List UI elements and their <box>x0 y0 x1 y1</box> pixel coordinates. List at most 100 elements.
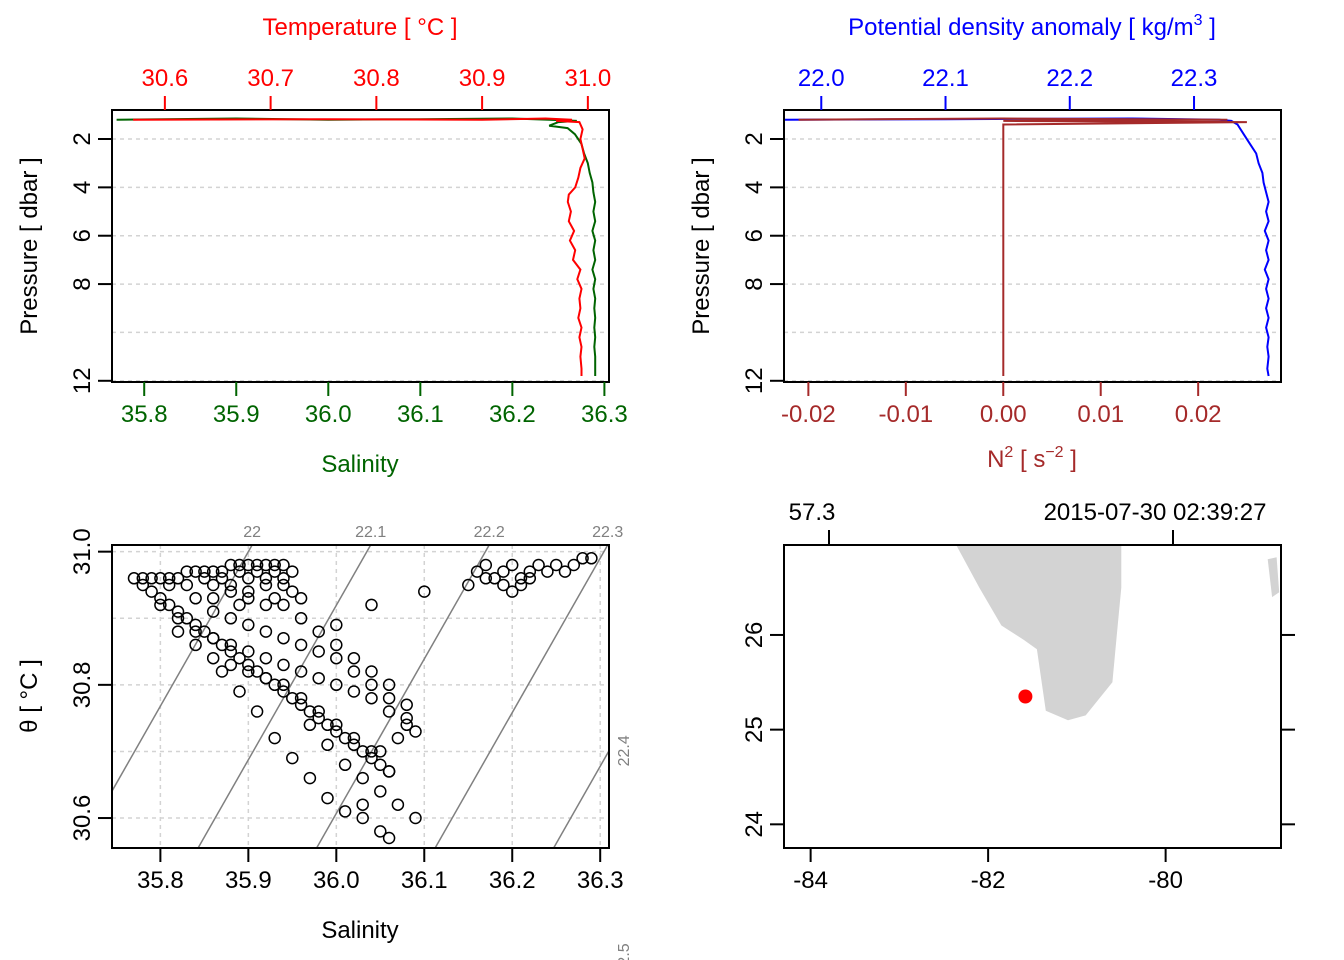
plot-frame <box>111 109 610 383</box>
ts-point <box>224 645 238 658</box>
isopycnal-labels: 22 22.1 22.2 22.3 22.4 22.5 <box>243 524 633 960</box>
ts-point <box>514 578 528 592</box>
tick-label: 36.0 <box>313 867 360 894</box>
tick-label: 26 <box>741 622 768 649</box>
ts-point <box>277 598 290 612</box>
map-frame <box>783 544 1282 849</box>
ts-point <box>382 765 396 778</box>
ts-point <box>374 825 387 838</box>
isopycnal-label: 22.1 <box>355 524 386 541</box>
ts-point <box>242 592 255 605</box>
ts-point <box>497 565 510 578</box>
ts-point <box>409 725 422 738</box>
ts-point <box>171 572 185 585</box>
ts-point <box>479 558 493 572</box>
ts-point <box>303 718 317 732</box>
tick-label: 6 <box>69 229 96 242</box>
ts-point <box>312 625 325 638</box>
ts-point <box>294 592 308 605</box>
profile-lines <box>116 117 597 376</box>
ts-point <box>356 811 369 825</box>
ts-point <box>189 618 202 632</box>
ts-point <box>233 565 246 578</box>
ts-point <box>162 578 176 592</box>
ts-point <box>233 558 246 572</box>
ts-point <box>206 651 220 665</box>
ts-point <box>470 565 484 578</box>
salinity-axis: 35.8 35.9 36.0 36.1 36.2 36.3 <box>121 382 628 428</box>
ts-point <box>312 711 325 725</box>
ts-point <box>180 612 194 625</box>
tick-label: 30.9 <box>459 65 506 92</box>
ts-point <box>321 718 334 732</box>
ts-point <box>224 612 238 625</box>
ts-point <box>233 685 246 698</box>
ts-point <box>215 638 229 652</box>
panel-ts-profile: 30.6 30.7 30.8 30.9 31.0 35.8 35.9 36.0 36.1 36.… <box>16 14 628 478</box>
ts-point <box>242 558 255 572</box>
density-axis-title: Potential density anomaly [ kg/m3 ] <box>848 12 1216 41</box>
ts-point <box>268 592 281 605</box>
ts-point <box>294 665 308 678</box>
ts-point <box>145 585 158 598</box>
ts-point <box>400 718 413 732</box>
ts-point <box>391 798 405 811</box>
pressure-axis: 2 4 6 8 12 <box>741 132 784 394</box>
isopycnal-line <box>112 545 254 793</box>
ts-point <box>479 572 493 585</box>
isopycnal-label: 22.4 <box>616 735 633 766</box>
ts-point <box>215 665 229 678</box>
ts-point <box>206 578 220 592</box>
ts-point <box>338 805 352 818</box>
pressure-axis-title: Pressure [ dbar ] <box>16 157 43 334</box>
station-depth-label: 57.3 <box>789 499 836 526</box>
ts-point <box>365 745 378 758</box>
ts-point <box>330 725 343 738</box>
tick-label: 4 <box>69 181 96 194</box>
ts-point <box>505 585 519 598</box>
ts-point <box>321 791 334 805</box>
ts-point <box>505 558 519 572</box>
ts-point <box>189 625 202 638</box>
coastline <box>956 545 1280 721</box>
ts-point <box>347 685 361 698</box>
ts-point <box>259 578 273 592</box>
ts-point <box>224 658 238 672</box>
theta-axis-title: θ [ °C ] <box>16 659 43 733</box>
tick-label: 36.1 <box>401 867 448 894</box>
tick-label: 0.00 <box>980 401 1027 428</box>
ts-point <box>294 698 308 712</box>
latitude-ticks-right <box>1281 633 1295 826</box>
ts-point <box>330 651 343 665</box>
ts-point <box>250 705 264 718</box>
tick-label: -0.01 <box>878 401 933 428</box>
ts-point <box>154 598 167 612</box>
tick-label: 36.3 <box>577 867 624 894</box>
station-marker[interactable] <box>1018 689 1033 704</box>
ts-point <box>250 665 264 678</box>
tick-label: 2 <box>69 132 96 145</box>
panel-ts-diagram: 22 22.1 22.2 22.322.422.5 35.8 35.9 36.0 36.1 3… <box>16 524 633 960</box>
ts-point <box>215 565 229 578</box>
n2-axis: -0.02 -0.01 0.00 0.01 0.02 <box>781 382 1222 428</box>
tick-label: -80 <box>1148 867 1183 894</box>
ts-point <box>576 552 589 565</box>
density-title-main: Potential density anomaly [ kg/m <box>848 14 1194 41</box>
tick-label: -82 <box>971 867 1006 894</box>
ts-point <box>391 731 405 745</box>
ts-point <box>374 745 387 758</box>
ts-point <box>418 585 431 598</box>
ts-point <box>180 565 194 578</box>
ts-point <box>558 565 572 578</box>
ts-point <box>198 572 211 585</box>
ts-point <box>347 665 361 678</box>
ts-point <box>268 565 281 578</box>
isopycnal-label: 22 <box>243 524 261 541</box>
ts-point <box>145 572 158 585</box>
isopycnal-line <box>315 545 491 848</box>
tick-label: 35.8 <box>121 401 168 428</box>
pressure-axis-title: Pressure [ dbar ] <box>688 157 715 334</box>
ts-point <box>268 558 281 572</box>
ts-point <box>224 585 238 598</box>
ts-point <box>330 678 343 692</box>
